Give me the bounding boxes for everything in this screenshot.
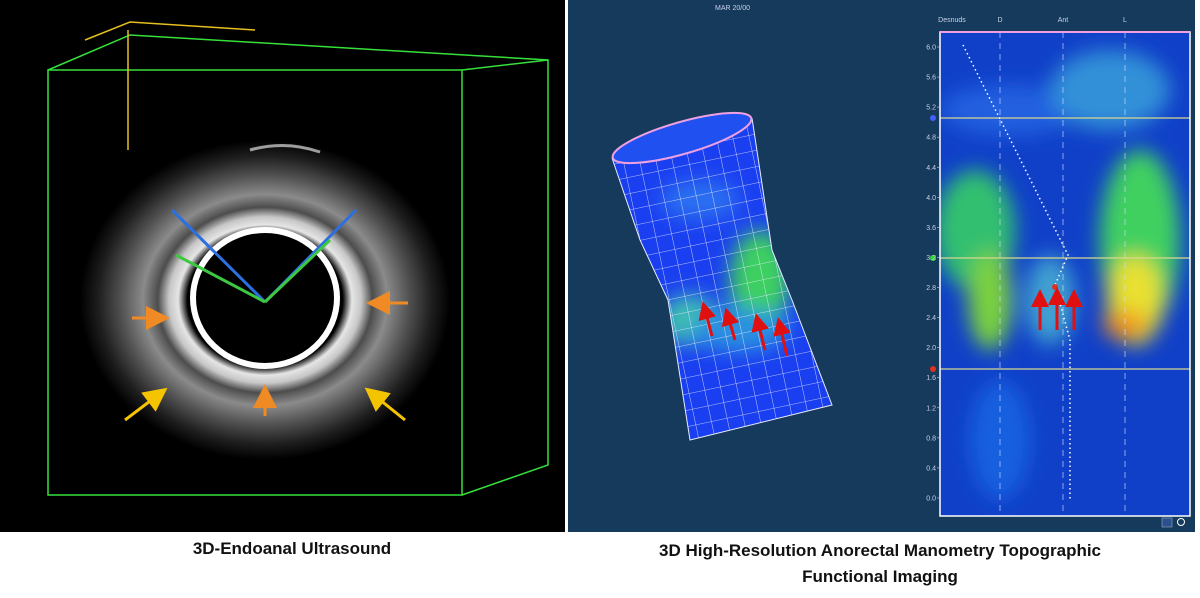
depth-tick-label: 3.6 [926,225,936,232]
depth-tick-label: 3.2 [926,255,936,262]
column-label: L [1123,17,1127,24]
depth-tick-label: 6.0 [926,45,936,52]
depth-tick-label: 0.8 [926,435,936,442]
depth-tick-label: 1.2 [926,405,936,412]
depth-tick-label: 2.4 [926,315,936,322]
column-label: D [997,17,1002,24]
ultrasound-panel [0,0,565,532]
depth-tick-label: 5.2 [926,105,936,112]
depth-tick-label: 4.0 [926,195,936,202]
column-label: Desnuds [938,17,966,24]
left-caption: 3D-Endoanal Ultrasound [193,539,391,558]
depth-tick-label: 0.0 [926,496,936,503]
depth-tick-label: 2.8 [926,285,936,292]
manometry-panel: MAR 20/00 [568,0,1195,532]
right-caption-line: Functional Imaging [802,567,958,586]
heatmap-labels: Desnuds D Ant L 6.0 5.6 5.2 4.8 4.4 4.0 3.6 3.2 2.8 2… [926,17,1127,503]
depth-tick-label: 2.0 [926,345,936,352]
depth-tick-label: 0.4 [926,465,936,472]
depth-tick-label: 4.8 [926,135,936,142]
depth-tick-label: 5.6 [926,75,936,82]
column-label: Ant [1058,17,1069,24]
depth-tick-label: 4.4 [926,165,936,172]
depth-tick-label: 1.6 [926,375,936,382]
stamp: MAR 20/00 [715,5,750,12]
right-caption-line: 3D High-Resolution Anorectal Manometry T… [659,541,1101,560]
